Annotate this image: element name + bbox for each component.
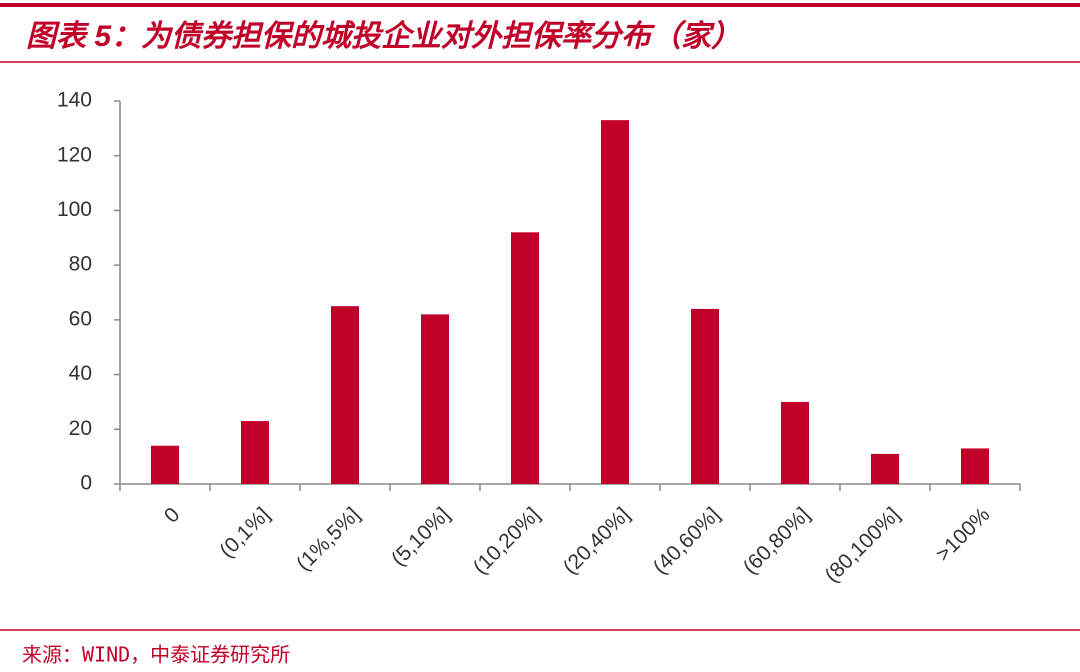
bar <box>421 314 449 484</box>
y-tick-label: 60 <box>69 307 92 330</box>
y-tick-label: 100 <box>57 198 92 221</box>
source-note: 来源：WIND，中泰证券研究所 <box>22 643 290 667</box>
bar <box>871 453 899 484</box>
y-tick-label: 140 <box>57 89 92 112</box>
bar <box>781 401 809 484</box>
bar <box>691 308 719 484</box>
y-tick-label: 120 <box>57 143 92 166</box>
bar <box>241 421 269 484</box>
y-tick-label: 80 <box>69 253 92 276</box>
y-tick-label: 0 <box>80 472 92 495</box>
bar <box>331 306 359 484</box>
bar <box>601 120 629 485</box>
bar <box>151 445 179 484</box>
bar <box>961 448 989 484</box>
y-tick-label: 20 <box>69 417 92 440</box>
bar <box>511 232 539 484</box>
chart-title: 图表 5：为债券担保的城投企业对外担保率分布（家） <box>26 19 741 53</box>
y-tick-label: 40 <box>69 362 92 385</box>
